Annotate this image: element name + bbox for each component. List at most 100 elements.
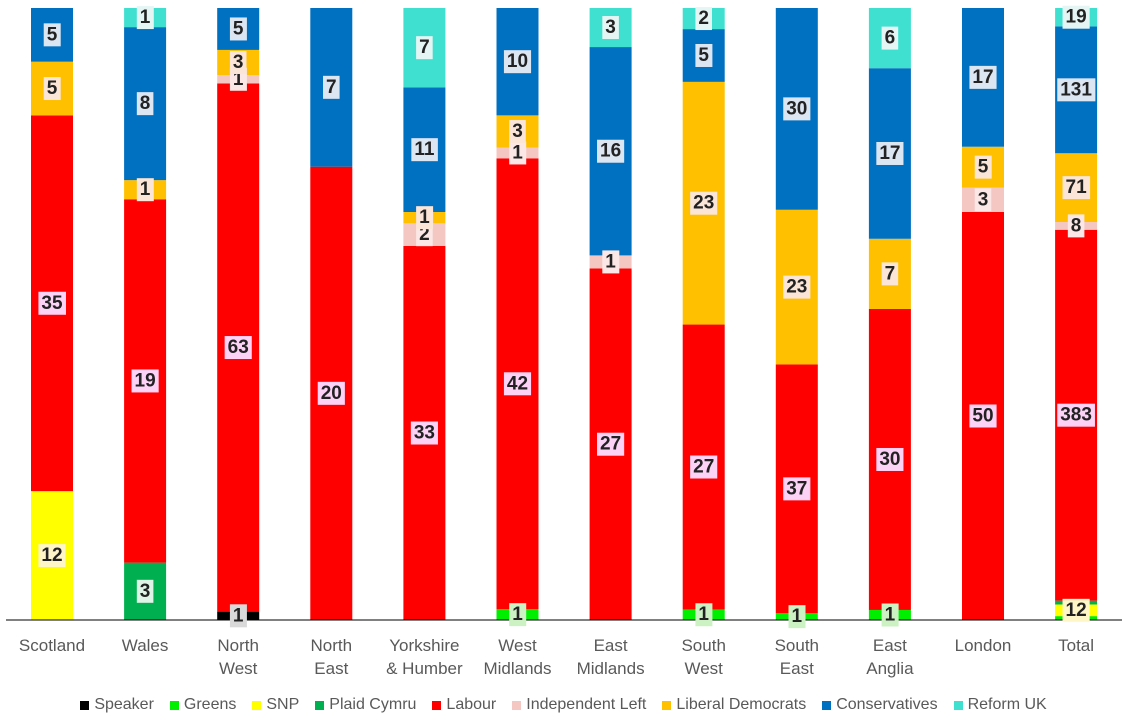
data-label-background <box>783 477 811 501</box>
data-label-south-east-conservatives: 30 <box>783 97 811 121</box>
data-label-text: 1 <box>512 142 523 163</box>
category-label-line: Total <box>1058 636 1094 655</box>
data-label-background <box>38 544 66 568</box>
data-label-text: 3 <box>512 121 523 142</box>
data-labels-layer: 1235553191811631352073321117142131027116… <box>38 5 1096 629</box>
legend-swatch <box>80 700 90 710</box>
data-label-text: 3 <box>605 17 616 38</box>
data-label-background <box>509 603 527 627</box>
data-label-text: 1 <box>885 604 896 625</box>
legend-swatch <box>252 700 262 710</box>
data-label-background <box>416 36 433 60</box>
data-label-background <box>323 75 340 99</box>
legend-swatch <box>512 700 522 710</box>
data-label-background <box>974 188 992 212</box>
data-label-text: 3 <box>978 189 989 210</box>
data-label-background <box>881 26 899 50</box>
data-label-south-west-labour: 27 <box>690 455 718 479</box>
data-label-wales-labour: 19 <box>131 369 159 393</box>
data-label-background <box>224 336 252 360</box>
data-label-background <box>229 50 247 74</box>
data-label-south-east-liberal-democrats: 23 <box>783 275 811 299</box>
data-label-yorkshire-humber-liberal-democrats: 1 <box>416 206 434 230</box>
data-label-text: 71 <box>1066 177 1088 198</box>
data-label-london-independent-left: 3 <box>974 188 992 212</box>
data-label-text: 7 <box>885 263 896 284</box>
category-label-line: Scotland <box>19 636 85 655</box>
data-label-background <box>1062 176 1091 200</box>
legend: Speaker Greens SNP Plaid Cymru Labour Indepen… <box>0 693 1127 717</box>
category-label-line: West <box>219 659 258 678</box>
data-label-background <box>783 275 811 299</box>
data-label-background <box>509 141 527 165</box>
legend-label: Liberal Democrats <box>676 696 807 713</box>
data-label-west-midlands-greens: 1 <box>509 603 527 627</box>
data-label-wales-plaid-cymru: 3 <box>136 579 154 603</box>
data-label-text: 19 <box>135 370 156 391</box>
category-label-wales: Wales <box>122 636 169 655</box>
data-label-text: 12 <box>41 545 62 566</box>
data-label-north-east-conservatives: 7 <box>323 75 340 99</box>
category-label-east-anglia: East Anglia <box>866 636 914 678</box>
data-label-text: 2 <box>698 8 709 29</box>
data-label-east-anglia-liberal-democrats: 7 <box>881 262 899 286</box>
category-label-line: West <box>498 636 537 655</box>
data-label-text: 23 <box>693 193 714 214</box>
data-label-background <box>229 17 247 41</box>
legend-swatch <box>822 700 832 710</box>
category-label-line: East <box>780 659 814 678</box>
data-label-text: 8 <box>140 93 151 114</box>
data-label-text: 5 <box>47 24 58 45</box>
data-label-text: 1 <box>605 251 616 272</box>
category-label-line: East <box>873 636 907 655</box>
category-label-line: North <box>217 636 259 655</box>
category-label-west-midlands: West Midlands <box>483 636 551 678</box>
data-label-east-anglia-greens: 1 <box>881 603 899 627</box>
data-label-scotland-liberal-democrats: 5 <box>43 77 61 101</box>
data-label-scotland-conservatives: 5 <box>43 23 61 47</box>
data-label-south-west-greens: 1 <box>695 603 713 627</box>
data-label-background <box>503 50 532 74</box>
data-label-text: 1 <box>698 604 709 625</box>
legend-item-plaid-cymru: Plaid Cymru <box>315 696 416 714</box>
category-label-north-east: North East <box>311 636 353 678</box>
data-label-background <box>597 139 625 163</box>
category-label-line: East <box>594 636 628 655</box>
legend-swatch <box>662 700 672 710</box>
data-label-north-west-labour: 63 <box>224 336 252 360</box>
data-label-text: 1 <box>512 604 523 625</box>
category-label-line: East <box>314 659 348 678</box>
legend-item-labour: Labour <box>432 696 496 714</box>
data-label-background <box>695 7 712 31</box>
data-label-text: 3 <box>140 581 151 602</box>
data-label-text: 7 <box>326 77 337 98</box>
data-label-background <box>690 191 718 215</box>
data-label-text: 2 <box>419 224 430 245</box>
data-label-text: 27 <box>600 434 621 455</box>
data-label-text: 5 <box>47 78 58 99</box>
data-label-wales-reform-uk: 1 <box>136 6 154 30</box>
data-label-west-midlands-independent-left: 1 <box>509 141 527 165</box>
data-label-text: 33 <box>414 423 435 444</box>
data-label-background <box>876 447 904 471</box>
data-label-east-midlands-labour: 27 <box>597 432 625 456</box>
data-label-north-east-labour: 20 <box>317 381 345 405</box>
legend-label: Speaker <box>94 696 154 713</box>
data-label-text: 5 <box>978 157 989 178</box>
data-label-background <box>1062 5 1090 29</box>
data-label-background <box>690 455 718 479</box>
data-label-text: 17 <box>879 143 900 164</box>
data-label-background <box>881 603 899 627</box>
data-label-text: 20 <box>321 383 342 404</box>
data-label-west-midlands-labour: 42 <box>503 372 532 396</box>
legend-label: Reform UK <box>967 696 1047 713</box>
data-label-background <box>1062 598 1090 622</box>
data-label-text: 11 <box>414 139 435 160</box>
data-label-text: 3 <box>233 52 244 73</box>
data-label-background <box>788 605 806 629</box>
category-label-east-midlands: East Midlands <box>577 636 645 678</box>
data-label-background <box>1067 214 1085 238</box>
data-label-south-east-labour: 37 <box>783 477 811 501</box>
data-label-scotland-labour: 35 <box>38 291 66 315</box>
data-label-south-west-reform-uk: 2 <box>695 7 712 31</box>
